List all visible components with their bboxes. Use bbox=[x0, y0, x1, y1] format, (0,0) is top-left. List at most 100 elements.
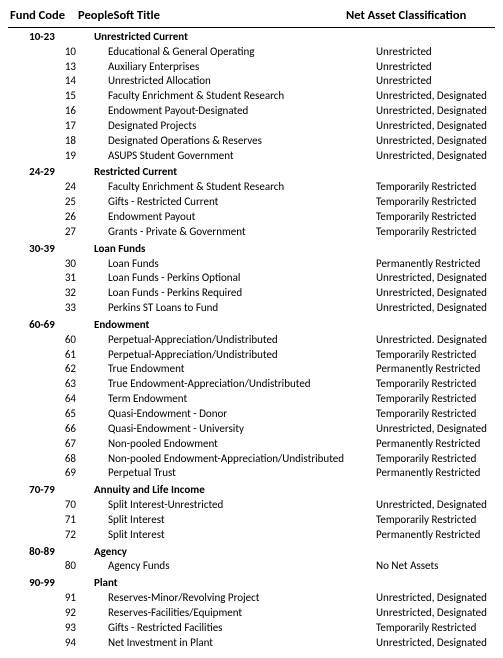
fund-code: 32 bbox=[8, 286, 90, 301]
fund-class: Unrestricted, Designated bbox=[376, 606, 495, 621]
fund-code: 33 bbox=[8, 301, 90, 316]
fund-code: 15 bbox=[8, 89, 90, 104]
section-title: Unrestricted Current bbox=[94, 30, 362, 45]
fund-title: Grants - Private & Government bbox=[90, 225, 376, 240]
fund-title: Split Interest bbox=[90, 528, 376, 543]
fund-class: Unrestricted, Designated bbox=[376, 301, 495, 316]
table-row: 31Loan Funds - Perkins OptionalUnrestric… bbox=[8, 271, 495, 286]
section-range: 10-23 bbox=[8, 30, 94, 45]
section-header: 90-99Plant bbox=[8, 576, 495, 591]
table-row: 10Educational & General OperatingUnrestr… bbox=[8, 45, 495, 60]
table-row: 15Faculty Enrichment & Student ResearchU… bbox=[8, 89, 495, 104]
fund-class: Permanently Restricted bbox=[376, 257, 495, 272]
table-row: 91Reserves-Minor/Revolving ProjectUnrest… bbox=[8, 591, 495, 606]
table-row: 69Perpetual TrustPermanently Restricted bbox=[8, 466, 495, 481]
fund-class: Unrestricted, Designated bbox=[376, 89, 495, 104]
fund-title: Endowment Payout bbox=[90, 210, 376, 225]
table-row: 16Endowment Payout-DesignatedUnrestricte… bbox=[8, 104, 495, 119]
fund-title: True Endowment-Appreciation/Undistribute… bbox=[90, 377, 376, 392]
fund-code: 92 bbox=[8, 606, 90, 621]
section-range: 70-79 bbox=[8, 483, 94, 498]
fund-class: Permanently Restricted bbox=[376, 437, 495, 452]
section-range: 80-89 bbox=[8, 545, 94, 560]
fund-title: Loan Funds bbox=[90, 257, 376, 272]
fund-class: Temporarily Restricted bbox=[376, 621, 495, 636]
fund-class: Temporarily Restricted bbox=[376, 225, 495, 240]
fund-code: 18 bbox=[8, 134, 90, 149]
fund-title: Unrestricted Allocation bbox=[90, 74, 376, 89]
fund-class: Permanently Restricted bbox=[376, 362, 495, 377]
fund-title: True Endowment bbox=[90, 362, 376, 377]
fund-code: 63 bbox=[8, 377, 90, 392]
section-range: 30-39 bbox=[8, 242, 94, 257]
fund-title: Faculty Enrichment & Student Research bbox=[90, 180, 376, 195]
fund-class: Temporarily Restricted bbox=[376, 348, 495, 363]
fund-title: Auxiliary Enterprises bbox=[90, 60, 376, 75]
fund-title: Educational & General Operating bbox=[90, 45, 376, 60]
fund-title: Non-pooled Endowment-Appreciation/Undist… bbox=[90, 452, 376, 467]
fund-title: Perkins ST Loans to Fund bbox=[90, 301, 376, 316]
section-range: 90-99 bbox=[8, 576, 94, 591]
fund-code: 25 bbox=[8, 195, 90, 210]
fund-class: Unrestricted bbox=[376, 74, 495, 89]
fund-class: Temporarily Restricted bbox=[376, 407, 495, 422]
section-header: 10-23Unrestricted Current bbox=[8, 30, 495, 45]
fund-code: 16 bbox=[8, 104, 90, 119]
fund-class: Unrestricted bbox=[376, 45, 495, 60]
fund-code: 71 bbox=[8, 513, 90, 528]
section-title: Agency bbox=[94, 545, 362, 560]
fund-title: Non-pooled Endowment bbox=[90, 437, 376, 452]
section-title: Plant bbox=[94, 576, 362, 591]
fund-title: Quasi-Endowment - University bbox=[90, 422, 376, 437]
table-row: 33Perkins ST Loans to FundUnrestricted, … bbox=[8, 301, 495, 316]
fund-code: 26 bbox=[8, 210, 90, 225]
fund-code: 80 bbox=[8, 559, 90, 574]
fund-class: Temporarily Restricted bbox=[376, 210, 495, 225]
fund-class: Unrestricted, Designated bbox=[376, 591, 495, 606]
section-title: Annuity and Life Income bbox=[94, 483, 362, 498]
section-title: Restricted Current bbox=[94, 165, 362, 180]
fund-title: Designated Operations & Reserves bbox=[90, 134, 376, 149]
fund-class: Unrestricted, Designated bbox=[376, 134, 495, 149]
fund-code: 27 bbox=[8, 225, 90, 240]
table-row: 30Loan FundsPermanently Restricted bbox=[8, 257, 495, 272]
fund-class: Permanently Restricted bbox=[376, 528, 495, 543]
fund-code: 30 bbox=[8, 257, 90, 272]
section-header: 24-29Restricted Current bbox=[8, 165, 495, 180]
fund-title: Perpetual-Appreciation/Undistributed bbox=[90, 333, 376, 348]
section-range: 24-29 bbox=[8, 165, 94, 180]
section-header: 60-69Endowment bbox=[8, 318, 495, 333]
fund-class: Unrestricted, Designated bbox=[376, 119, 495, 134]
fund-title: Gifts - Restricted Facilities bbox=[90, 621, 376, 636]
header-peoplesoft-title: PeopleSoft Title bbox=[78, 8, 346, 25]
fund-table: Fund Code PeopleSoft Title Net Asset Cla… bbox=[8, 8, 495, 650]
fund-code: 62 bbox=[8, 362, 90, 377]
table-row: 72Split InterestPermanently Restricted bbox=[8, 528, 495, 543]
fund-title: Term Endowment bbox=[90, 392, 376, 407]
header-fund-code: Fund Code bbox=[8, 8, 78, 25]
table-row: 25Gifts - Restricted CurrentTemporarily … bbox=[8, 195, 495, 210]
fund-class: Unrestricted, Designated bbox=[376, 149, 495, 164]
table-row: 63True Endowment-Appreciation/Undistribu… bbox=[8, 377, 495, 392]
fund-title: Gifts - Restricted Current bbox=[90, 195, 376, 210]
table-header: Fund Code PeopleSoft Title Net Asset Cla… bbox=[8, 8, 495, 28]
fund-code: 24 bbox=[8, 180, 90, 195]
table-row: 71Split InterestTemporarily Restricted bbox=[8, 513, 495, 528]
fund-class: Temporarily Restricted bbox=[376, 377, 495, 392]
fund-code: 14 bbox=[8, 74, 90, 89]
fund-title: Agency Funds bbox=[90, 559, 376, 574]
fund-title: Split Interest-Unrestricted bbox=[90, 498, 376, 513]
table-row: 68Non-pooled Endowment-Appreciation/Undi… bbox=[8, 452, 495, 467]
fund-class: Unrestricted, Designated bbox=[376, 498, 495, 513]
table-row: 93Gifts - Restricted FacilitiesTemporari… bbox=[8, 621, 495, 636]
table-row: 18Designated Operations & ReservesUnrest… bbox=[8, 134, 495, 149]
fund-class: Temporarily Restricted bbox=[376, 392, 495, 407]
fund-code: 66 bbox=[8, 422, 90, 437]
section-title: Endowment bbox=[94, 318, 362, 333]
fund-class: Unrestricted, Designated bbox=[376, 422, 495, 437]
table-row: 70Split Interest-UnrestrictedUnrestricte… bbox=[8, 498, 495, 513]
fund-code: 70 bbox=[8, 498, 90, 513]
fund-title: Loan Funds - Perkins Optional bbox=[90, 271, 376, 286]
fund-class: Temporarily Restricted bbox=[376, 180, 495, 195]
fund-code: 65 bbox=[8, 407, 90, 422]
